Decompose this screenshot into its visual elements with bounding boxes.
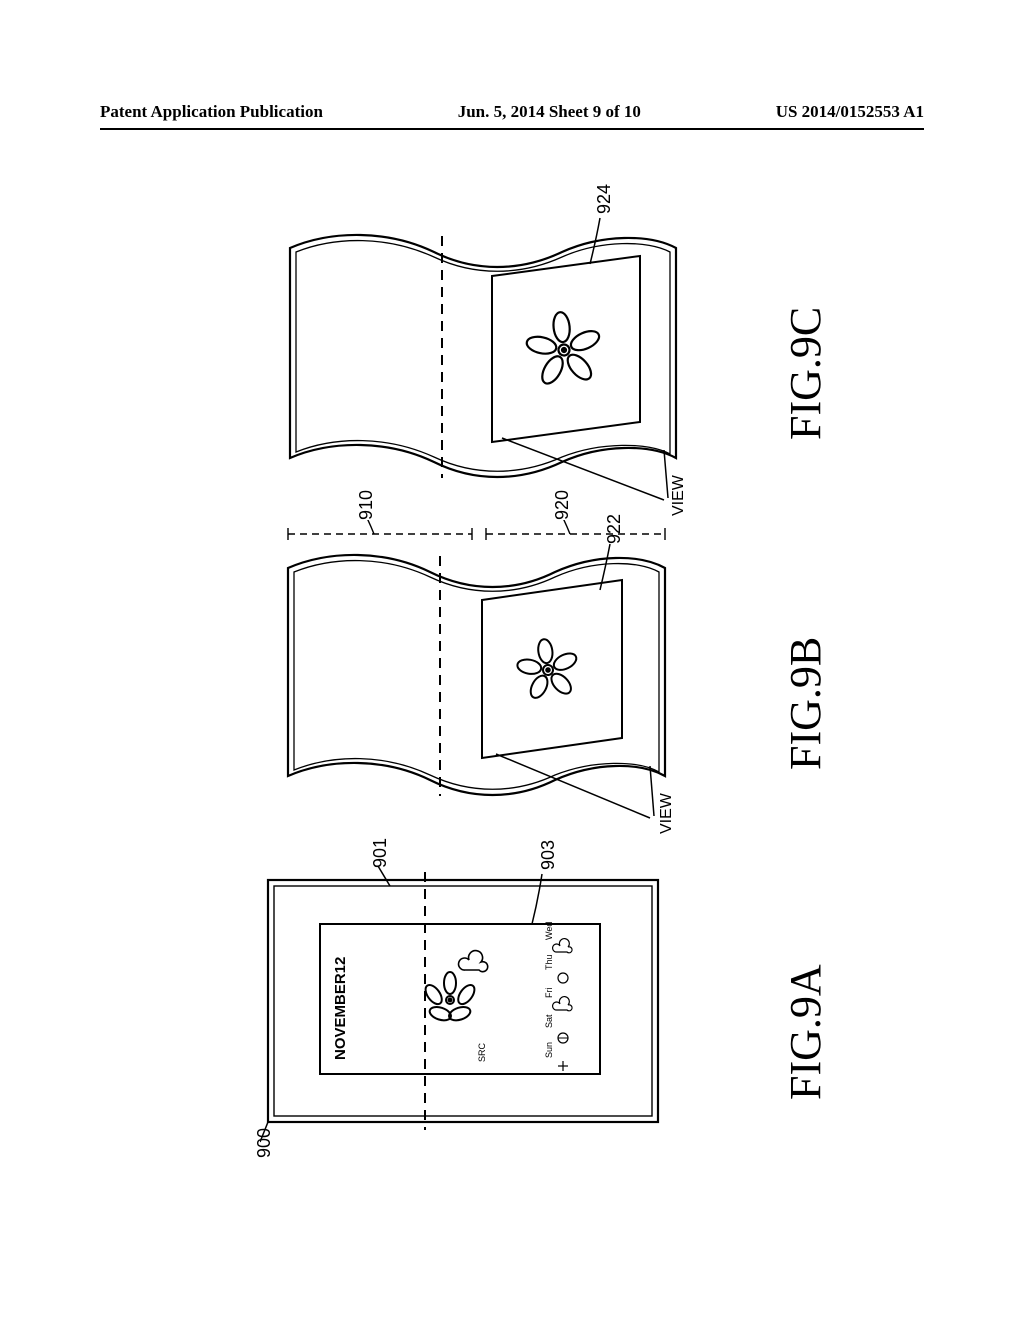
fig-9c-svg	[270, 200, 700, 510]
svg-text:Sat: Sat	[544, 1014, 554, 1028]
fig-9b-label: FIG.9B	[780, 637, 831, 770]
header-center: Jun. 5, 2014 Sheet 9 of 10	[458, 102, 641, 122]
svg-text:SRC: SRC	[477, 1042, 487, 1062]
ref-924: 924	[594, 184, 615, 214]
fig-9b-view: VIEW	[658, 793, 676, 834]
page: Patent Application Publication Jun. 5, 2…	[100, 100, 924, 1220]
fig-9c-view: VIEW	[670, 475, 688, 516]
ref-903: 903	[538, 840, 559, 870]
ref-901: 901	[370, 838, 391, 868]
header-right: US 2014/0152553 A1	[776, 102, 924, 122]
svg-text:Fri: Fri	[544, 988, 554, 999]
svg-text:Sun: Sun	[544, 1042, 554, 1058]
ref-900: 900	[254, 1128, 275, 1158]
header-left: Patent Application Publication	[100, 102, 323, 122]
figure-area: NOVEMBER12 SRC Wed	[260, 220, 800, 1150]
fig-9a-label: FIG.9A	[780, 964, 831, 1100]
fig-9b-svg	[270, 520, 690, 830]
ref-922: 922	[604, 514, 625, 544]
svg-text:NOVEMBER12: NOVEMBER12	[332, 957, 349, 1060]
header: Patent Application Publication Jun. 5, 2…	[100, 100, 924, 130]
svg-text:Thu: Thu	[544, 954, 554, 970]
fig-9c-label: FIG.9C	[780, 307, 831, 440]
svg-text:Wed: Wed	[544, 922, 554, 940]
fig-9a-svg: NOVEMBER12 SRC Wed	[260, 860, 680, 1150]
